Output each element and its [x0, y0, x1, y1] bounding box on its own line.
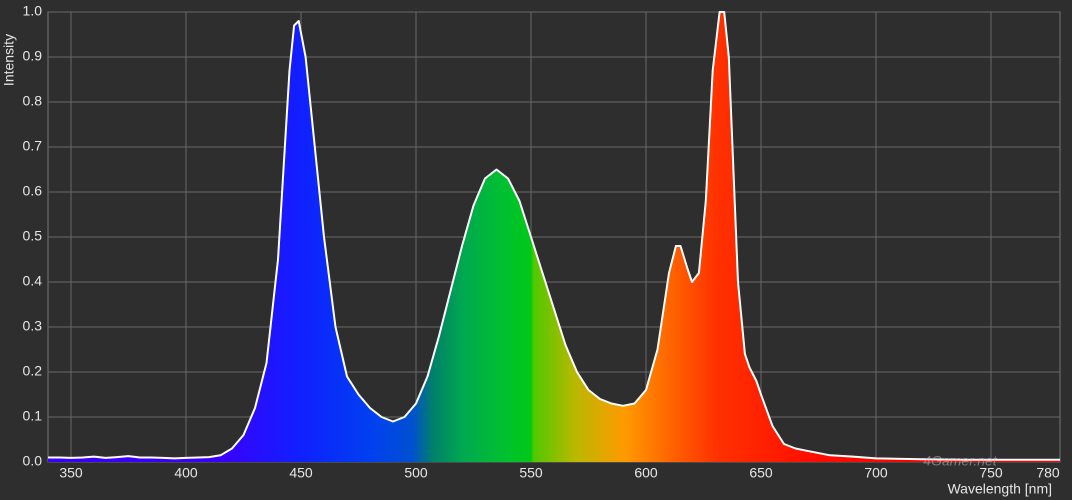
y-tick-label: 0.1: [23, 408, 43, 424]
y-tick-label: 0.5: [23, 228, 43, 244]
x-tick-label: 500: [404, 465, 428, 481]
spectrum-area: [48, 12, 1060, 462]
y-tick-label: 0.4: [23, 273, 43, 289]
x-tick-label: 700: [864, 465, 888, 481]
y-tick-label: 0.8: [23, 93, 43, 109]
x-tick-label: 450: [289, 465, 313, 481]
y-tick-label: 1.0: [23, 3, 43, 19]
x-tick-label: 550: [519, 465, 543, 481]
x-tick-label: 400: [174, 465, 198, 481]
y-tick-label: 0.3: [23, 318, 43, 334]
y-tick-label: 0.9: [23, 48, 43, 64]
y-tick-label: 0.6: [23, 183, 43, 199]
y-tick-label: 0.7: [23, 138, 43, 154]
x-tick-label: 780: [1036, 465, 1060, 481]
y-tick-label: 0.0: [23, 453, 43, 469]
y-tick-label: 0.2: [23, 363, 43, 379]
x-tick-label: 600: [634, 465, 658, 481]
spectrum-line: [48, 11, 1060, 461]
x-axis-label: Wavelength [nm]: [947, 481, 1052, 497]
x-tick-label: 750: [979, 465, 1003, 481]
watermark: 4Gamer.net: [923, 453, 998, 469]
x-tick-label: 350: [59, 465, 83, 481]
y-axis-label: Intensity: [1, 34, 17, 86]
x-tick-label: 650: [749, 465, 773, 481]
